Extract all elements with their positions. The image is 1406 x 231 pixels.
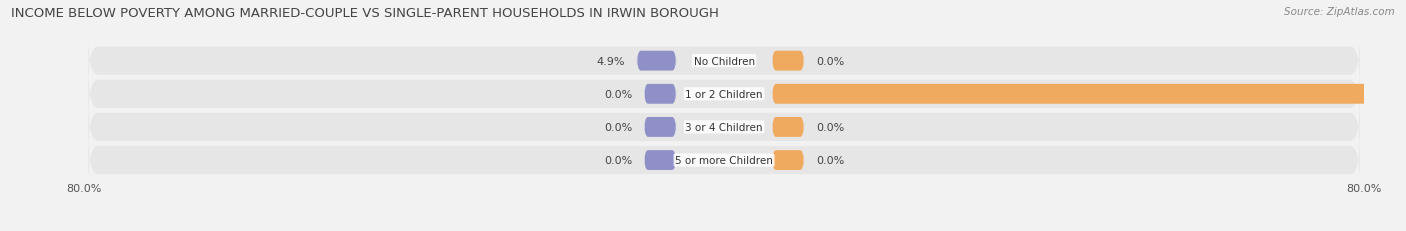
Text: 0.0%: 0.0% (815, 155, 844, 165)
FancyBboxPatch shape (644, 150, 676, 170)
FancyBboxPatch shape (637, 52, 676, 71)
Text: No Children: No Children (693, 56, 755, 66)
FancyBboxPatch shape (772, 118, 804, 137)
Text: 4.9%: 4.9% (596, 56, 624, 66)
FancyBboxPatch shape (89, 69, 1360, 120)
Text: 0.0%: 0.0% (605, 155, 633, 165)
FancyBboxPatch shape (89, 102, 1360, 153)
Text: 0.0%: 0.0% (815, 56, 844, 66)
FancyBboxPatch shape (772, 85, 1406, 104)
Text: Source: ZipAtlas.com: Source: ZipAtlas.com (1284, 7, 1395, 17)
FancyBboxPatch shape (644, 118, 676, 137)
FancyBboxPatch shape (89, 36, 1360, 87)
Text: 5 or more Children: 5 or more Children (675, 155, 773, 165)
Text: 0.0%: 0.0% (815, 122, 844, 132)
Text: 3 or 4 Children: 3 or 4 Children (685, 122, 763, 132)
Text: INCOME BELOW POVERTY AMONG MARRIED-COUPLE VS SINGLE-PARENT HOUSEHOLDS IN IRWIN B: INCOME BELOW POVERTY AMONG MARRIED-COUPL… (11, 7, 718, 20)
Text: 0.0%: 0.0% (605, 122, 633, 132)
FancyBboxPatch shape (772, 150, 804, 170)
Text: 1 or 2 Children: 1 or 2 Children (685, 89, 763, 99)
FancyBboxPatch shape (89, 135, 1360, 186)
FancyBboxPatch shape (644, 85, 676, 104)
Text: 0.0%: 0.0% (605, 89, 633, 99)
FancyBboxPatch shape (772, 52, 804, 71)
